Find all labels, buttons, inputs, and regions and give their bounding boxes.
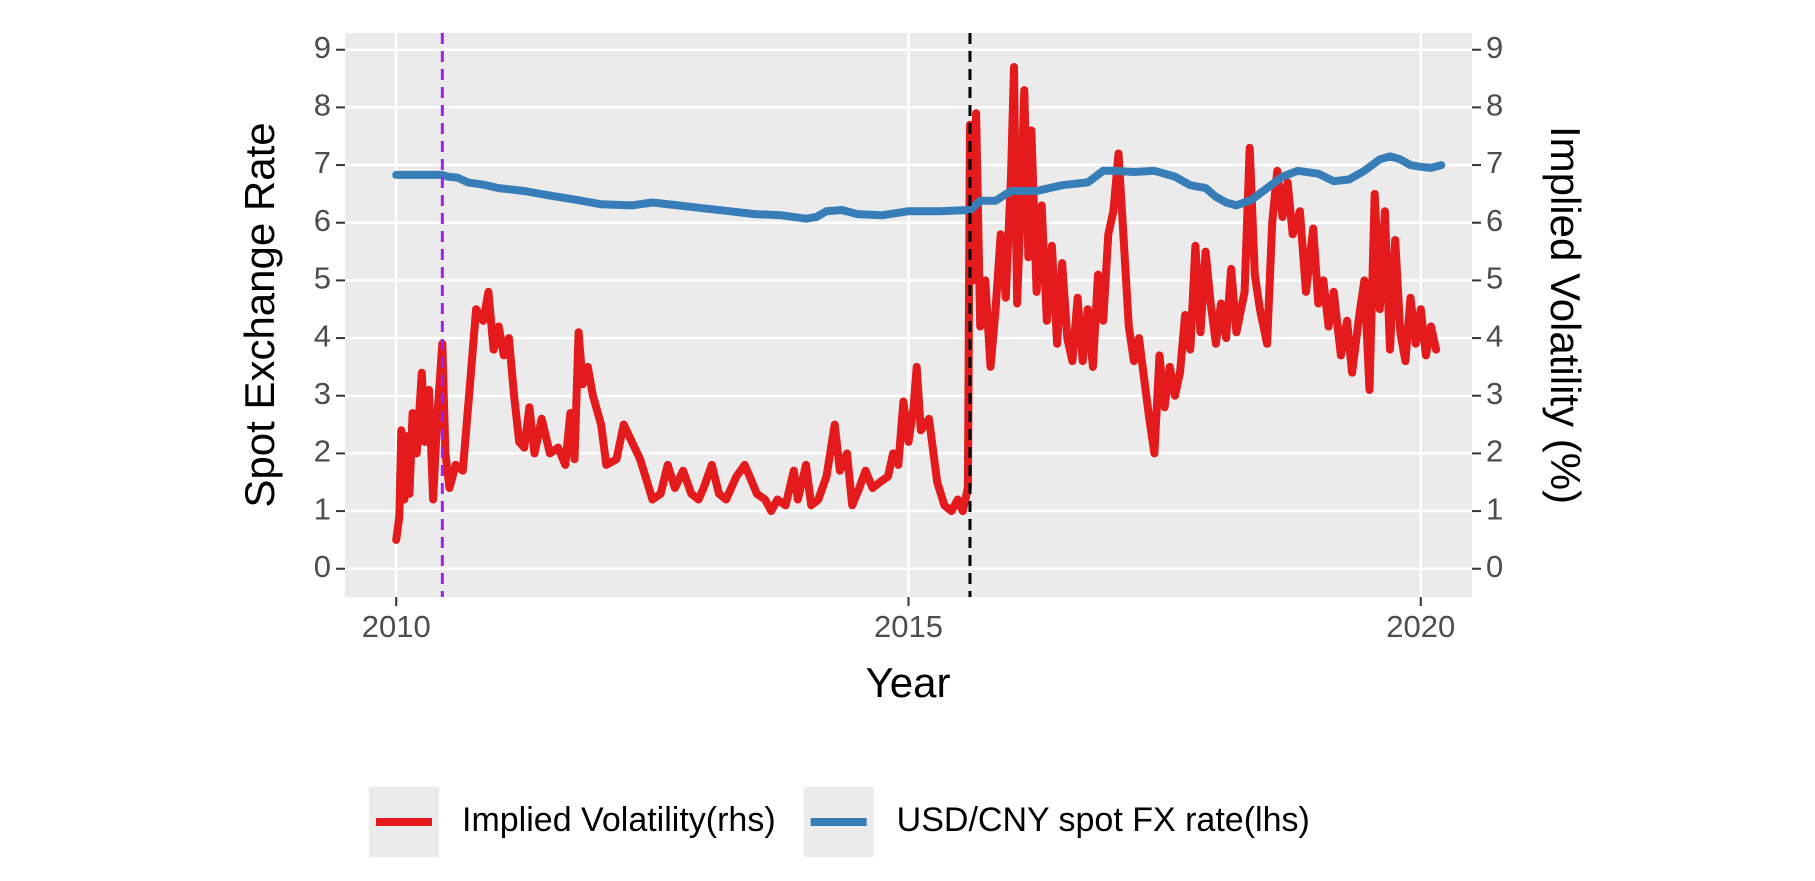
y-tick-label: 5 xyxy=(314,261,331,296)
y-tick-label: 7 xyxy=(314,145,331,180)
y2-tick-label: 1 xyxy=(1486,491,1503,526)
x-axis-title: Year xyxy=(866,659,951,706)
y2-tick-label: 9 xyxy=(1486,30,1503,65)
y2-tick-label: 0 xyxy=(1486,549,1503,584)
y2-tick-label: 4 xyxy=(1486,318,1503,353)
y2-tick-label: 3 xyxy=(1486,376,1503,411)
x-tick-label: 2010 xyxy=(362,609,431,644)
legend: Implied Volatility(rhs) USD/CNY spot FX r… xyxy=(369,787,1310,857)
y-tick-label: 4 xyxy=(314,318,331,353)
x-tick-label: 2020 xyxy=(1386,609,1455,644)
y2-axis-title: Implied Volatility (%) xyxy=(1542,126,1589,504)
y-tick-label: 1 xyxy=(314,491,331,526)
legend-label: USD/CNY spot FX rate(lhs) xyxy=(897,801,1310,839)
y2-tick-label: 6 xyxy=(1486,203,1503,238)
y-tick-label: 2 xyxy=(314,434,331,469)
x-tick-label: 2015 xyxy=(874,609,943,644)
y-axis-title: Spot Exchange Rate xyxy=(236,122,283,507)
y-tick-label: 3 xyxy=(314,376,331,411)
y-tick-label: 6 xyxy=(314,203,331,238)
y-tick-label: 8 xyxy=(314,88,331,123)
y-tick-label: 9 xyxy=(314,30,331,65)
y2-tick-label: 2 xyxy=(1486,434,1503,469)
data-line xyxy=(392,152,1446,223)
y2-tick-label: 8 xyxy=(1486,88,1503,123)
y2-tick-label: 5 xyxy=(1486,261,1503,296)
y2-tick-label: 7 xyxy=(1486,145,1503,180)
data-line xyxy=(392,63,1441,544)
y-tick-label: 0 xyxy=(314,549,331,584)
legend-label: Implied Volatility(rhs) xyxy=(462,801,776,839)
